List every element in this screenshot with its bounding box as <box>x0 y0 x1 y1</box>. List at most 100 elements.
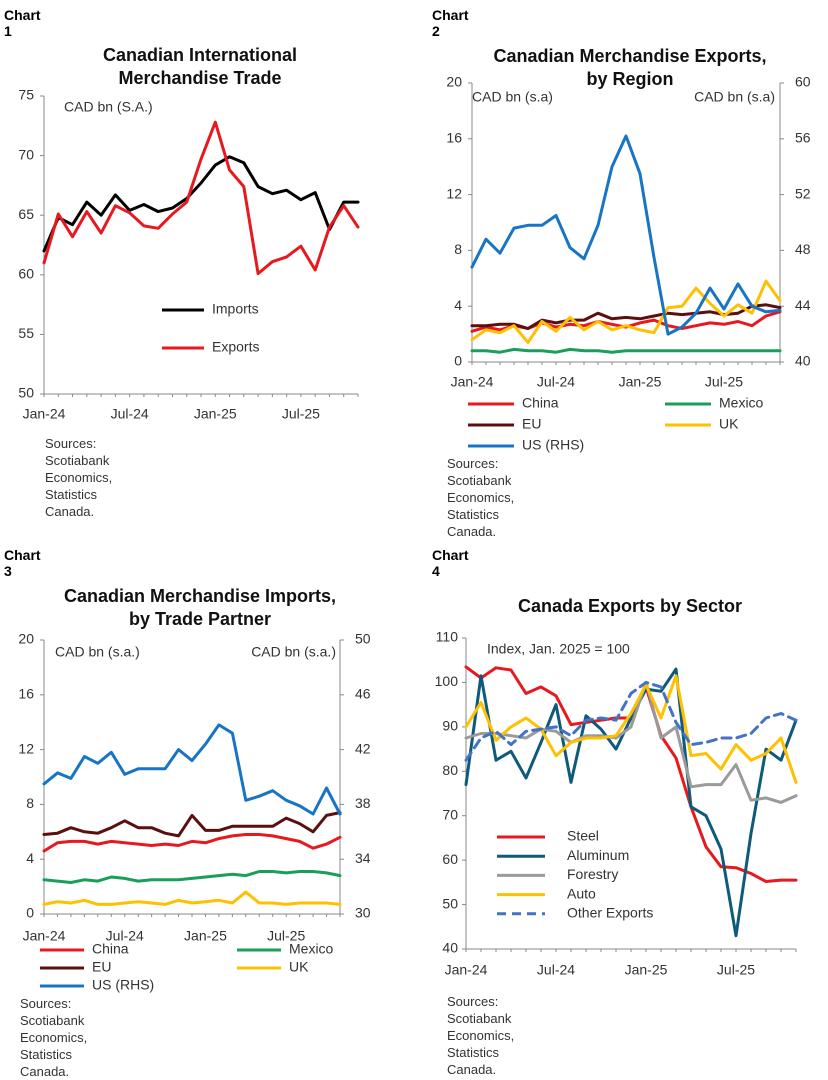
chart-3-legend-label-china: China <box>92 941 129 957</box>
chart-1-plot: 50 55 60 65 70 75 Jan-24 Jul-24 Jan-25 Jul-25 CAD … <box>18 87 360 422</box>
chart-4-source: Sources: Scotiabank Economics, Statistic… <box>447 994 515 1077</box>
chart-3-ytick-label: 8 <box>26 795 34 811</box>
chart-1-ytick-label: 55 <box>18 325 34 341</box>
chart-2-xtick-label: Jan-25 <box>619 374 662 390</box>
chart-3-series-uk <box>42 890 342 906</box>
chart-1-title-line2: Merchandise Trade <box>118 68 282 88</box>
chart-2-legend-label-china: China <box>522 395 559 411</box>
chart-3-xtick-label: Jan-24 <box>23 928 66 944</box>
chart-1-xtick-label: Jan-24 <box>23 406 66 422</box>
chart-3-title: Canadian Merchandise Imports, by Trade P… <box>20 585 380 631</box>
chart-3-unit-right: CAD bn (s.a.) <box>251 644 336 660</box>
chart-1-title: Canadian International Merchandise Trade <box>40 44 360 90</box>
chart-4-ytick-label: 50 <box>442 895 458 911</box>
chart-4-unit-left: Index, Jan. 2025 = 100 <box>487 641 630 657</box>
chart-2-ytick-label: 4 <box>454 297 462 313</box>
chart-2-y2tick-label: 44 <box>795 297 811 313</box>
chart-4-ytick-label: 70 <box>442 806 458 822</box>
chart-2-source: Sources: Scotiabank Economics, Statistic… <box>447 456 515 539</box>
chart-2-legend-label-eu: EU <box>522 416 541 432</box>
chart-2-xtick-label: Jul-24 <box>537 374 575 390</box>
chart-1-ytick-label: 70 <box>18 146 34 162</box>
chart-3-ytick-label: 16 <box>18 686 34 702</box>
chart-3-ytick-label: 12 <box>18 740 34 756</box>
chart-2-ytick-label: 12 <box>446 185 462 201</box>
chart-3-legend-label-mexico: Mexico <box>289 941 334 957</box>
chart-3-series-china <box>42 833 342 853</box>
chart-3-xtick-label: Jul-24 <box>106 928 144 944</box>
chart-4-ytick-label: 100 <box>435 673 459 689</box>
chart-4-legend-label-auto: Auto <box>567 885 596 901</box>
chart-2-y2tick-label: 40 <box>795 353 811 369</box>
chart-3-y2tick-label: 50 <box>355 631 371 647</box>
chart-4-ytick-label: 40 <box>442 940 458 956</box>
chart-4-series-aluminum <box>464 667 798 938</box>
chart-3-unit-left: CAD bn (s.a.) <box>55 644 140 660</box>
chart-2-xtick-label: Jan-24 <box>451 374 494 390</box>
chart-2-legend-label-us-rhs: US (RHS) <box>522 437 584 453</box>
chart-3-y2tick-label: 42 <box>355 740 371 756</box>
chart-4-xtick-label: Jan-25 <box>625 962 668 978</box>
chart-1-xtick-label: Jul-24 <box>111 406 149 422</box>
chart-1-ytick-label: 50 <box>18 385 34 401</box>
chart-3-xtick-label: Jan-25 <box>184 928 227 944</box>
chart-2-ytick-label: 20 <box>446 74 462 90</box>
chart-3-title-line1: Canadian Merchandise Imports, <box>63 586 337 606</box>
chart-1-xtick-label: Jan-25 <box>194 406 237 422</box>
chart-2-y2tick-label: 52 <box>795 185 811 201</box>
chart-1-label: Chart 1 <box>4 7 41 39</box>
chart-2-ytick-label: 8 <box>454 241 462 257</box>
chart-2-ytick-label: 0 <box>454 353 462 369</box>
chart-1-legend-label-imports: Imports <box>212 301 259 317</box>
chart-2-series-uk <box>470 279 782 344</box>
chart-3-title-line2: by Trade Partner <box>128 609 272 629</box>
chart-1-ytick-label: 65 <box>18 206 34 222</box>
chart-2-y2tick-label: 48 <box>795 241 811 257</box>
chart-4-title-line1: Canada Exports by Sector <box>517 596 743 616</box>
chart-2-ytick-label: 16 <box>446 130 462 146</box>
chart-1-series-exports <box>42 120 360 276</box>
chart-4-ytick-label: 90 <box>442 718 458 734</box>
chart-4-xtick-label: Jan-24 <box>445 962 488 978</box>
chart-4-ytick-label: 60 <box>442 851 458 867</box>
chart-3-ytick-label: 0 <box>26 905 34 921</box>
chart-1-source: Sources: Scotiabank Economics, Statistic… <box>45 435 112 520</box>
chart-1-legend-label-exports: Exports <box>212 339 259 355</box>
chart-4-xtick-label: Jul-25 <box>717 962 755 978</box>
chart-3-series-eu <box>42 811 342 838</box>
chart-4-plot: 40 50 60 70 80 90 100 110 Jan-24 Jul-24 Jan-25 Jul-… <box>435 629 798 978</box>
chart-2-unit-right: CAD bn (s.a) <box>694 89 775 105</box>
chart-3-series-mexico <box>42 870 342 884</box>
chart-3-label: Chart 3 <box>4 547 41 579</box>
chart-4-xtick-label: Jul-24 <box>537 962 575 978</box>
chart-1-title-line1: Canadian International <box>102 45 298 65</box>
chart-1-unit-left: CAD bn (S.A.) <box>64 99 153 115</box>
chart-2-legend-label-uk: UK <box>719 416 739 432</box>
chart-4-series-auto <box>464 674 798 784</box>
chart-1-series-imports <box>42 155 360 253</box>
chart-4-legend-label-other-exports: Other Exports <box>567 905 653 921</box>
chart-4-legend-label-steel: Steel <box>567 828 599 844</box>
chart-4-ytick-label: 80 <box>442 762 458 778</box>
chart-1-ytick-label: 75 <box>18 87 34 103</box>
chart-4-legend-label-aluminum: Aluminum <box>567 847 629 863</box>
chart-3-legend-label-uk: UK <box>289 959 309 975</box>
chart-2-legend-label-mexico: Mexico <box>719 395 764 411</box>
chart-4-title: Canada Exports by Sector <box>450 595 810 618</box>
chart-2-title-line1: Canadian Merchandise Exports, <box>493 46 767 66</box>
chart-2-series-mexico <box>470 347 782 354</box>
chart-2-series-us-rhs <box>470 134 782 336</box>
chart-4-series-other-exports <box>464 680 798 762</box>
chart-3-y2tick-label: 38 <box>355 795 371 811</box>
chart-2-unit-left: CAD bn (s.a) <box>472 89 553 105</box>
chart-3-ytick-label: 20 <box>18 631 34 647</box>
chart-1-source-line2: Canada. <box>45 504 95 519</box>
chart-1-source-line1: Sources: Scotiabank Economics, Statistic… <box>45 436 113 502</box>
chart-2-title: Canadian Merchandise Exports, by Region <box>450 45 810 91</box>
chart-3-legend-label-us-rhs: US (RHS) <box>92 977 154 993</box>
chart-3-xtick-label: Jul-25 <box>267 928 305 944</box>
chart-4-legend-label-forestry: Forestry <box>567 866 618 882</box>
chart-4-series-steel <box>464 665 798 883</box>
chart-3-y2tick-label: 34 <box>355 850 371 866</box>
